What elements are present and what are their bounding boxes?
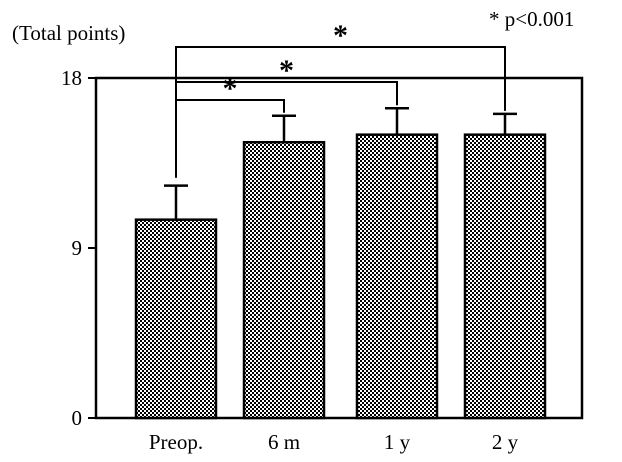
x-tick-label: 2 y <box>492 430 519 454</box>
bar <box>242 140 326 420</box>
significance-bracket <box>175 46 506 178</box>
error-bars-group <box>164 106 517 220</box>
significance-marker: * <box>333 19 348 52</box>
y-tick-label: 18 <box>61 66 82 90</box>
x-tick-label: 6 m <box>268 430 300 454</box>
y-tick-label: 0 <box>72 406 83 430</box>
x-axis: Preop. 6 m 1 y 2 y <box>149 430 519 454</box>
y-axis-label: (Total points) <box>12 21 125 45</box>
y-axis: 0 9 18 <box>61 66 96 430</box>
bar <box>355 133 439 420</box>
y-tick-label: 9 <box>72 236 83 260</box>
x-tick-label: Preop. <box>149 430 203 454</box>
significance-marker: * <box>279 54 294 87</box>
bars-group <box>134 133 547 420</box>
x-tick-label: 1 y <box>384 430 411 454</box>
bar <box>134 218 218 420</box>
significance-brackets: * * * <box>175 19 506 178</box>
significance-marker: * <box>223 72 238 105</box>
significance-legend: * p<0.001 <box>489 7 574 31</box>
bar <box>463 133 547 420</box>
